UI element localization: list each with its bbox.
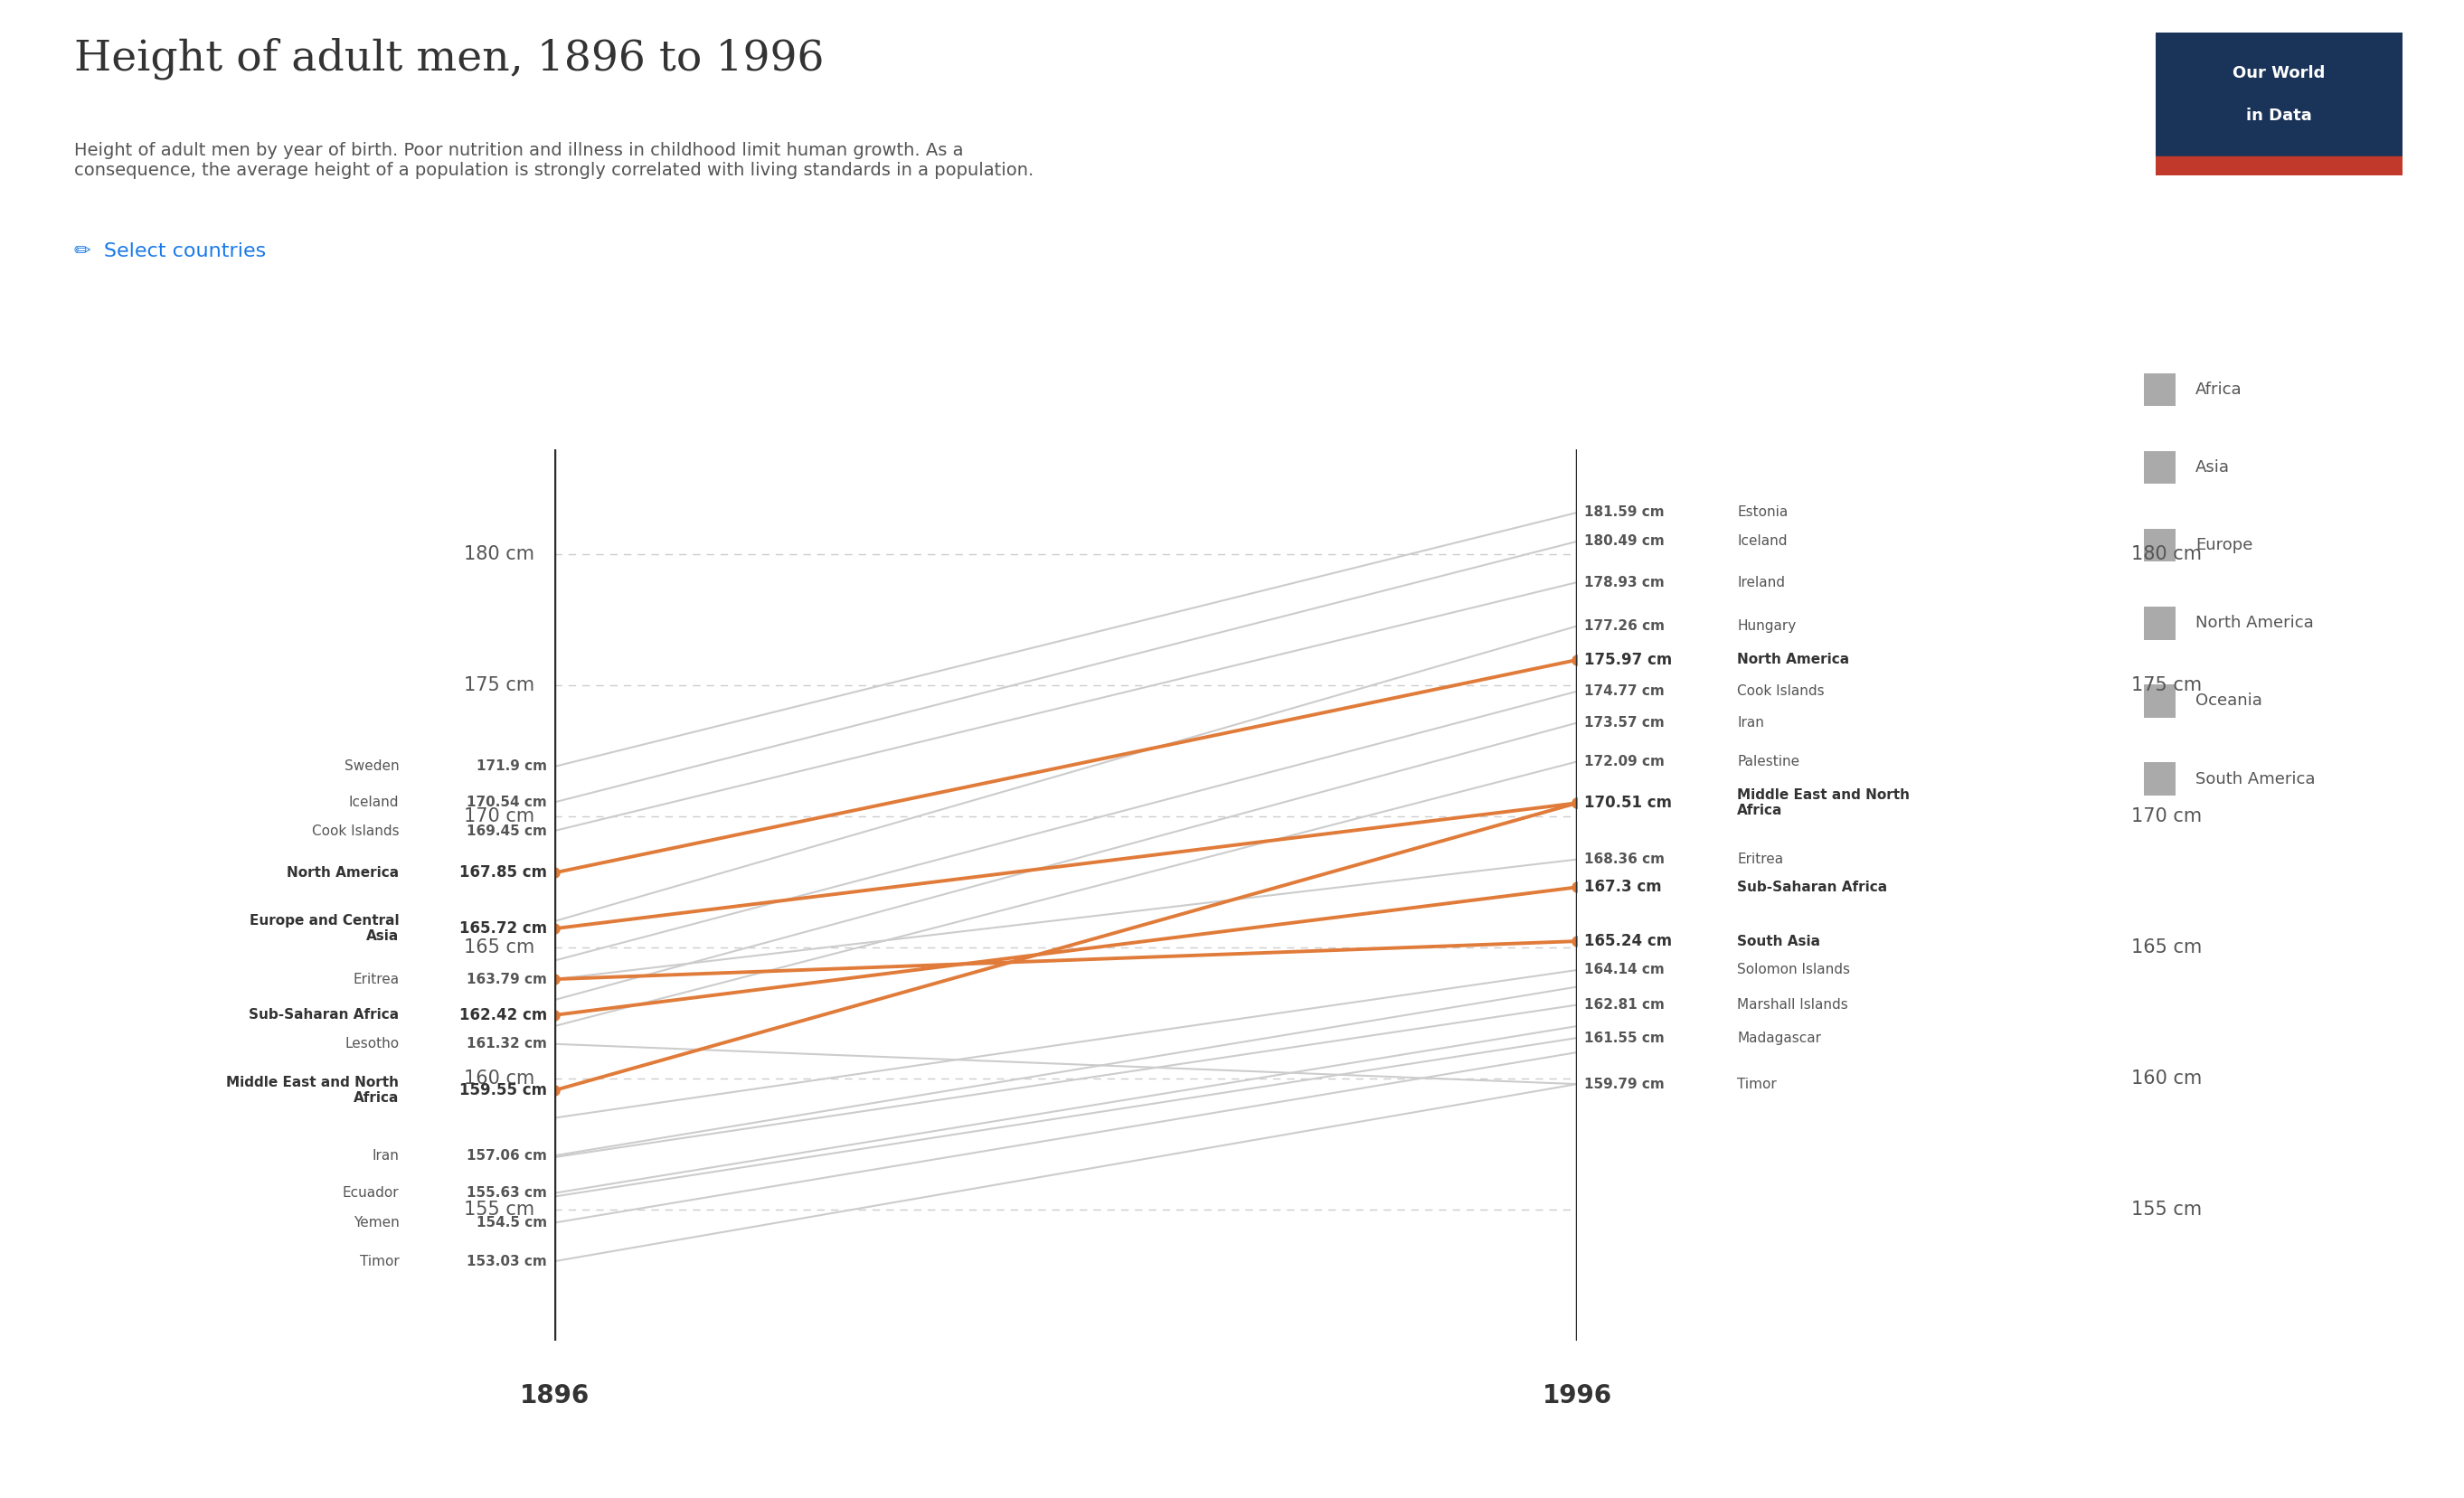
Text: 170.54 cm: 170.54 cm [466, 795, 547, 809]
Text: 181.59 cm: 181.59 cm [1584, 506, 1666, 520]
Text: 171.9 cm: 171.9 cm [476, 759, 547, 773]
Text: 180.49 cm: 180.49 cm [1584, 535, 1666, 548]
Text: 1996: 1996 [1542, 1384, 1611, 1408]
Text: 160 cm: 160 cm [2131, 1070, 2203, 1088]
Text: Hungary: Hungary [1737, 619, 1796, 632]
Text: Palestine: Palestine [1737, 755, 1799, 768]
Text: Height of adult men by year of birth. Poor nutrition and illness in childhood li: Height of adult men by year of birth. Po… [74, 142, 1032, 180]
Text: 170.51 cm: 170.51 cm [1584, 795, 1673, 812]
Text: 174.77 cm: 174.77 cm [1584, 685, 1666, 698]
Text: 161.32 cm: 161.32 cm [466, 1037, 547, 1050]
Text: 161.55 cm: 161.55 cm [1584, 1031, 1666, 1044]
Text: Solomon Islands: Solomon Islands [1737, 963, 1850, 977]
Text: Iran: Iran [372, 1149, 399, 1162]
Text: 169.45 cm: 169.45 cm [466, 824, 547, 837]
Text: 159.79 cm: 159.79 cm [1584, 1077, 1666, 1091]
Text: Cook Islands: Cook Islands [313, 824, 399, 837]
Text: 167.3 cm: 167.3 cm [1584, 879, 1661, 896]
Text: Madagascar: Madagascar [1737, 1031, 1821, 1044]
Text: 175 cm: 175 cm [463, 676, 535, 695]
Text: 173.57 cm: 173.57 cm [1584, 716, 1666, 730]
Text: 154.5 cm: 154.5 cm [476, 1216, 547, 1230]
Text: Lesotho: Lesotho [345, 1037, 399, 1050]
Text: 155 cm: 155 cm [2131, 1200, 2203, 1219]
Text: 180 cm: 180 cm [463, 545, 535, 563]
Text: 165.24 cm: 165.24 cm [1584, 933, 1673, 950]
Text: North America: North America [2195, 616, 2314, 631]
Text: Ecuador: Ecuador [342, 1186, 399, 1200]
Text: in Data: in Data [2247, 108, 2311, 124]
Text: 168.36 cm: 168.36 cm [1584, 852, 1666, 866]
Text: Iceland: Iceland [350, 795, 399, 809]
Text: 155.63 cm: 155.63 cm [466, 1186, 547, 1200]
Text: 172.09 cm: 172.09 cm [1584, 755, 1666, 768]
Text: 157.06 cm: 157.06 cm [466, 1149, 547, 1162]
Text: Iran: Iran [1737, 716, 1764, 730]
Text: 160 cm: 160 cm [463, 1070, 535, 1088]
Text: 180 cm: 180 cm [2131, 545, 2203, 563]
Text: Middle East and North
Africa: Middle East and North Africa [227, 1076, 399, 1106]
Text: 165 cm: 165 cm [463, 938, 535, 957]
Text: North America: North America [1737, 653, 1850, 667]
Text: Sub-Saharan Africa: Sub-Saharan Africa [249, 1008, 399, 1022]
Text: Cook Islands: Cook Islands [1737, 685, 1823, 698]
Text: South Asia: South Asia [1737, 935, 1821, 948]
Text: Estonia: Estonia [1737, 506, 1789, 520]
Text: Middle East and North
Africa: Middle East and North Africa [1737, 788, 1910, 818]
Bar [2156, 157, 2402, 175]
Text: Asia: Asia [2195, 460, 2230, 475]
Text: Oceania: Oceania [2195, 694, 2262, 709]
Text: Europe: Europe [2195, 538, 2252, 553]
Text: Timor: Timor [1737, 1077, 1777, 1091]
Text: Eritrea: Eritrea [352, 972, 399, 986]
Text: Height of adult men, 1896 to 1996: Height of adult men, 1896 to 1996 [74, 37, 823, 79]
Text: 164.14 cm: 164.14 cm [1584, 963, 1666, 977]
Text: 165.72 cm: 165.72 cm [458, 920, 547, 936]
Text: Ireland: Ireland [1737, 575, 1784, 589]
Text: 155 cm: 155 cm [463, 1200, 535, 1219]
Text: 1896: 1896 [520, 1384, 589, 1408]
Text: Yemen: Yemen [352, 1216, 399, 1230]
Text: 165 cm: 165 cm [2131, 938, 2203, 957]
Text: South America: South America [2195, 771, 2316, 786]
Text: ✏  Select countries: ✏ Select countries [74, 243, 266, 261]
Text: Sweden: Sweden [345, 759, 399, 773]
Text: Eritrea: Eritrea [1737, 852, 1784, 866]
Text: Africa: Africa [2195, 382, 2242, 397]
Text: 170 cm: 170 cm [2131, 807, 2203, 825]
Text: Iceland: Iceland [1737, 535, 1786, 548]
Text: 177.26 cm: 177.26 cm [1584, 619, 1666, 632]
Text: Our World: Our World [2232, 64, 2326, 81]
Text: 170 cm: 170 cm [463, 807, 535, 825]
Text: 178.93 cm: 178.93 cm [1584, 575, 1666, 589]
Text: 162.42 cm: 162.42 cm [458, 1007, 547, 1023]
Text: 175.97 cm: 175.97 cm [1584, 652, 1673, 668]
Text: North America: North America [286, 866, 399, 879]
Text: Sub-Saharan Africa: Sub-Saharan Africa [1737, 881, 1887, 894]
Text: 162.81 cm: 162.81 cm [1584, 998, 1666, 1011]
Text: 159.55 cm: 159.55 cm [458, 1082, 547, 1098]
Text: 175 cm: 175 cm [2131, 676, 2203, 695]
Text: Marshall Islands: Marshall Islands [1737, 998, 1848, 1011]
Text: Timor: Timor [360, 1254, 399, 1269]
Text: 153.03 cm: 153.03 cm [466, 1254, 547, 1269]
Text: Europe and Central
Asia: Europe and Central Asia [249, 914, 399, 944]
Text: 163.79 cm: 163.79 cm [466, 972, 547, 986]
Text: 167.85 cm: 167.85 cm [458, 864, 547, 881]
